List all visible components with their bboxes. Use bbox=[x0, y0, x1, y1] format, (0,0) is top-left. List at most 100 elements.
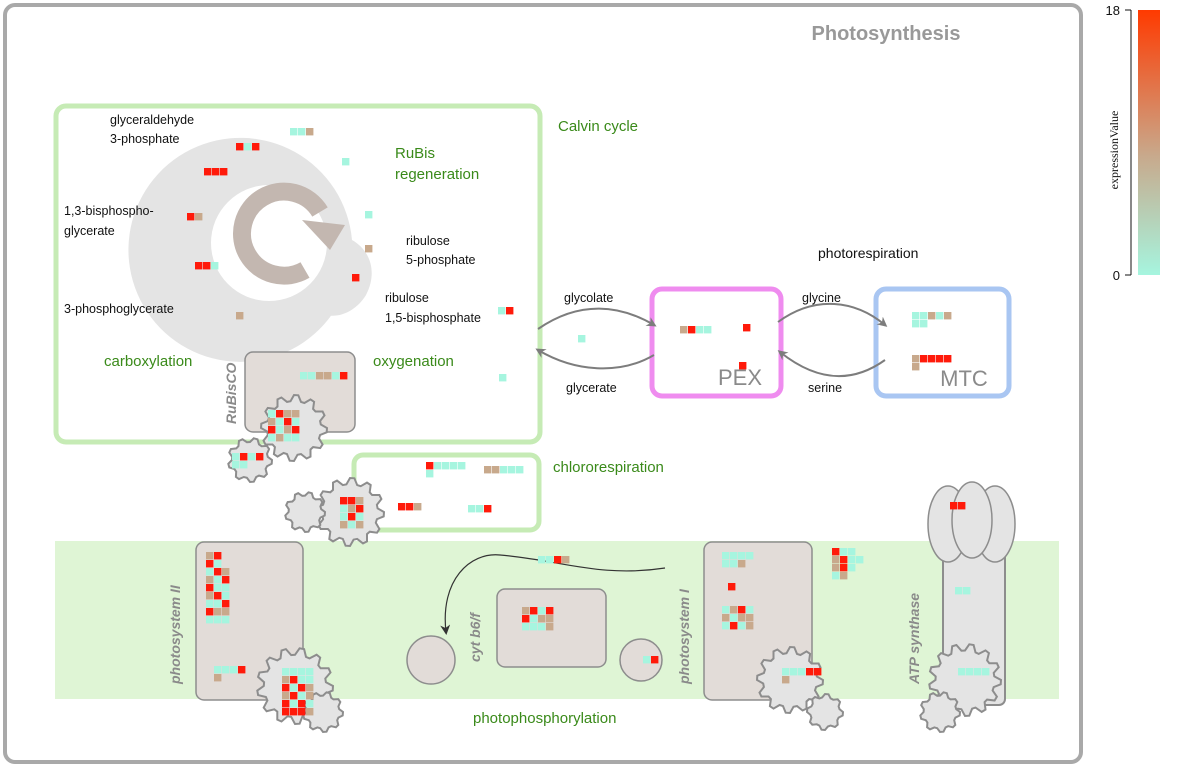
expression-tile bbox=[214, 674, 222, 682]
expression-tile bbox=[730, 552, 738, 560]
expression-tile bbox=[406, 503, 414, 511]
expression-tile bbox=[958, 502, 966, 510]
expression-tile bbox=[268, 434, 276, 442]
carboxylation-label: carboxylation bbox=[104, 353, 192, 370]
expression-tile bbox=[538, 623, 546, 631]
expression-tile bbox=[276, 434, 284, 442]
expression-tile bbox=[282, 676, 290, 684]
atp-synthase-head-center bbox=[951, 481, 993, 559]
expression-tile bbox=[240, 461, 248, 469]
expression-tile bbox=[348, 521, 356, 529]
expression-tile bbox=[530, 607, 538, 615]
expression-tile bbox=[562, 556, 570, 564]
expression-tile bbox=[212, 168, 220, 176]
expression-tile bbox=[348, 497, 356, 505]
ribulose15bp-label-2: 1,5-bisphosphate bbox=[385, 311, 481, 325]
mtc-label: MTC bbox=[940, 366, 988, 391]
expression-tile bbox=[730, 560, 738, 568]
cycle-arrow-body bbox=[233, 182, 328, 285]
expression-tile bbox=[508, 466, 516, 474]
expression-tile bbox=[284, 410, 292, 418]
expression-tile bbox=[282, 668, 290, 676]
expression-tile bbox=[500, 466, 508, 474]
expression-tile bbox=[738, 622, 746, 630]
expression-tile bbox=[298, 128, 306, 136]
expression-tile bbox=[434, 462, 442, 470]
expression-tile bbox=[840, 548, 848, 556]
expression-tile bbox=[936, 355, 944, 363]
expression-tile bbox=[222, 576, 230, 584]
diagram-title: Photosynthesis bbox=[812, 23, 961, 45]
expression-tile bbox=[832, 556, 840, 564]
expression-tile bbox=[476, 505, 484, 513]
chlororespiration-label: chlororespiration bbox=[553, 459, 664, 476]
expression-tile bbox=[276, 426, 284, 434]
expression-tile bbox=[356, 497, 364, 505]
expression-tile bbox=[244, 143, 252, 151]
expression-tile bbox=[738, 560, 746, 568]
expression-tile bbox=[538, 556, 546, 564]
expression-tile bbox=[298, 676, 306, 684]
expression-tile bbox=[920, 355, 928, 363]
expression-tile bbox=[222, 592, 230, 600]
photophosphorylation-label: photophosphorylation bbox=[473, 710, 616, 727]
expression-tile bbox=[206, 552, 214, 560]
expression-tile bbox=[298, 708, 306, 716]
expression-tile bbox=[236, 312, 244, 320]
pex-box bbox=[649, 286, 784, 399]
legend-min-label: 0 bbox=[1113, 268, 1120, 283]
expression-tile bbox=[492, 466, 500, 474]
expression-tile bbox=[458, 462, 466, 470]
expression-tile bbox=[530, 615, 538, 623]
expression-tile bbox=[306, 128, 314, 136]
expression-tile bbox=[546, 623, 554, 631]
expression-tile bbox=[352, 274, 360, 282]
expression-tile bbox=[738, 552, 746, 560]
expression-tile bbox=[722, 606, 730, 614]
expression-tile bbox=[340, 521, 348, 529]
expression-tile bbox=[856, 556, 864, 564]
expression-tile bbox=[578, 335, 586, 343]
expression-tile bbox=[252, 143, 260, 151]
expression-tile bbox=[187, 213, 195, 221]
expression-tile bbox=[730, 606, 738, 614]
serine-label: serine bbox=[808, 381, 842, 395]
expression-tile bbox=[840, 572, 848, 580]
expression-tile bbox=[308, 372, 316, 380]
expression-tile bbox=[722, 552, 730, 560]
expression-tile bbox=[290, 668, 298, 676]
expression-tile bbox=[214, 576, 222, 584]
calvin-cycle-label: Calvin cycle bbox=[558, 118, 638, 135]
glycerate-arrow bbox=[535, 348, 655, 370]
expression-tile bbox=[284, 426, 292, 434]
expression-tile bbox=[238, 666, 246, 674]
expression-tile bbox=[738, 614, 746, 622]
expression-tile bbox=[806, 668, 814, 676]
expression-tile bbox=[290, 128, 298, 136]
expression-tile bbox=[206, 608, 214, 616]
glycolate-arrow bbox=[537, 307, 657, 330]
phosphoglycerate-label: 3-phosphoglycerate bbox=[64, 302, 174, 316]
expression-tile bbox=[340, 505, 348, 513]
expression-tile bbox=[506, 307, 514, 315]
gear-icon bbox=[284, 491, 327, 534]
expression-tile bbox=[306, 668, 314, 676]
expression-tile bbox=[746, 614, 754, 622]
cycle-arrowhead-icon bbox=[302, 220, 345, 250]
expression-tile bbox=[958, 668, 966, 676]
expression-tile bbox=[738, 606, 746, 614]
mtc-box bbox=[873, 286, 1012, 399]
expression-tile bbox=[298, 692, 306, 700]
expression-tile bbox=[222, 666, 230, 674]
expression-tile bbox=[950, 502, 958, 510]
expression-tile bbox=[211, 262, 219, 270]
expression-tile bbox=[538, 615, 546, 623]
expression-tile bbox=[912, 355, 920, 363]
expression-tile bbox=[516, 466, 524, 474]
glycine-arrow bbox=[777, 303, 888, 327]
gear-icon bbox=[805, 692, 845, 732]
expression-tile bbox=[928, 312, 936, 320]
expression-tile bbox=[782, 676, 790, 684]
expression-tile bbox=[696, 326, 704, 334]
expression-tile bbox=[222, 584, 230, 592]
